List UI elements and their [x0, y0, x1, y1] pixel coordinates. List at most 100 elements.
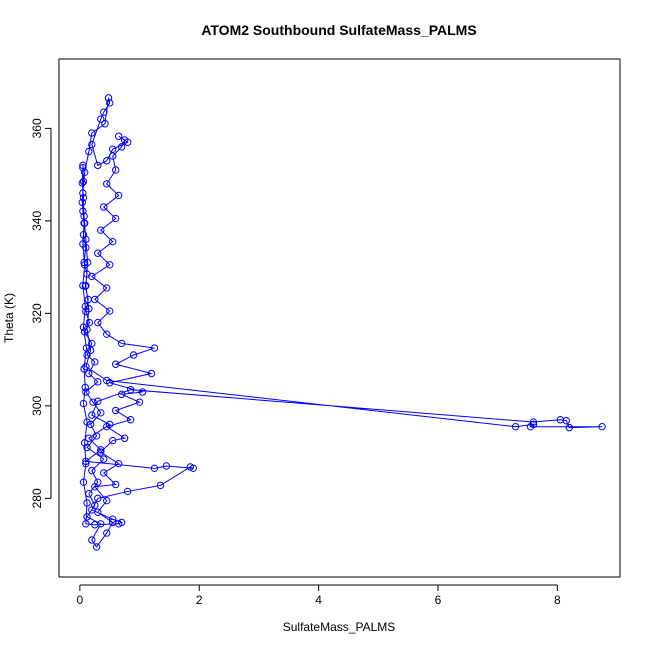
data-point — [556, 416, 565, 424]
data-point — [82, 388, 90, 396]
data-point — [78, 198, 86, 207]
data-point — [79, 207, 87, 215]
data-point — [114, 520, 123, 528]
data-point — [186, 463, 195, 471]
plot-area — [58, 58, 621, 578]
data-point — [565, 423, 573, 432]
data-point — [109, 145, 117, 153]
data-point — [83, 513, 91, 521]
data-point — [106, 420, 114, 429]
series-line — [81, 97, 603, 548]
data-point — [82, 520, 90, 528]
data-point — [112, 360, 120, 368]
data-point — [103, 330, 111, 338]
data-point — [80, 328, 89, 336]
data-point — [103, 284, 111, 292]
data-point — [138, 388, 147, 396]
data-point — [82, 457, 90, 466]
data-point — [88, 140, 96, 149]
data-point — [82, 344, 91, 352]
data-point — [162, 462, 171, 470]
data-point — [109, 436, 117, 445]
data-point — [78, 179, 86, 187]
data-point — [83, 418, 91, 426]
data-point — [101, 120, 109, 128]
data-point — [83, 499, 91, 507]
y-tick-label: 360 — [30, 118, 44, 138]
x-axis: 0 2 4 6 8 — [77, 584, 561, 607]
data-point — [529, 418, 538, 426]
data-point — [80, 168, 89, 177]
y-axis: 280 300 320 340 360 — [30, 118, 52, 508]
data-point — [112, 214, 120, 223]
data-point — [94, 494, 102, 503]
chart-title: ATOM2 Southbound SulfateMass_PALMS — [201, 22, 476, 38]
data-point — [79, 177, 88, 186]
data-point — [80, 365, 88, 373]
data-point — [103, 180, 111, 188]
data-point — [97, 115, 105, 123]
data-point — [94, 249, 102, 257]
data-point — [126, 385, 135, 394]
data-point — [88, 129, 96, 137]
data-point — [94, 161, 102, 170]
data-point — [114, 191, 123, 200]
data-point — [79, 478, 88, 486]
data-point — [123, 138, 132, 146]
data-point — [103, 496, 111, 505]
data-point — [80, 439, 89, 447]
data-point — [103, 157, 111, 165]
data-point — [112, 406, 120, 415]
data-point — [92, 432, 101, 440]
data-point — [81, 383, 89, 392]
data-point — [88, 506, 96, 514]
data-point — [88, 466, 96, 475]
data-point — [129, 351, 138, 359]
data-point — [150, 344, 159, 352]
x-tick-label: 0 — [77, 593, 84, 607]
data-point — [91, 483, 99, 491]
data-point — [156, 481, 165, 490]
data-point — [120, 434, 129, 442]
x-tick-label: 4 — [315, 593, 322, 607]
data-point — [114, 132, 123, 140]
x-tick-label: 8 — [554, 593, 561, 607]
data-point — [80, 219, 88, 227]
data-point — [91, 358, 99, 366]
data-point — [83, 270, 91, 278]
data-point — [112, 166, 120, 174]
data-point — [100, 108, 108, 116]
x-axis-label: SulfateMass_PALMS — [283, 620, 396, 634]
y-tick-label: 280 — [30, 488, 44, 508]
data-point — [82, 362, 90, 371]
data-point — [94, 378, 102, 386]
data-point — [81, 302, 89, 311]
data-point — [103, 376, 111, 385]
x-tick-label: 2 — [196, 593, 203, 607]
data-point — [106, 99, 114, 107]
data-point — [83, 351, 91, 359]
data-point — [94, 318, 102, 327]
data-point — [104, 94, 113, 102]
data-point — [112, 480, 120, 489]
data-point — [109, 152, 117, 160]
data-point — [106, 261, 114, 269]
data-point — [117, 339, 126, 348]
data-point — [85, 318, 94, 327]
data-point — [97, 226, 105, 234]
data-point — [79, 161, 87, 170]
data-point — [82, 459, 90, 468]
data-point — [97, 448, 105, 456]
data-point — [79, 231, 88, 239]
data-point — [511, 422, 520, 431]
data-point — [150, 464, 159, 473]
data-point — [117, 143, 126, 151]
y-tick-label: 300 — [30, 396, 44, 416]
data-point — [94, 397, 102, 405]
data-point — [100, 469, 108, 477]
series-layer — [78, 94, 606, 551]
y-tick-label: 320 — [30, 303, 44, 323]
data-point — [126, 416, 135, 424]
data-point — [88, 411, 96, 419]
